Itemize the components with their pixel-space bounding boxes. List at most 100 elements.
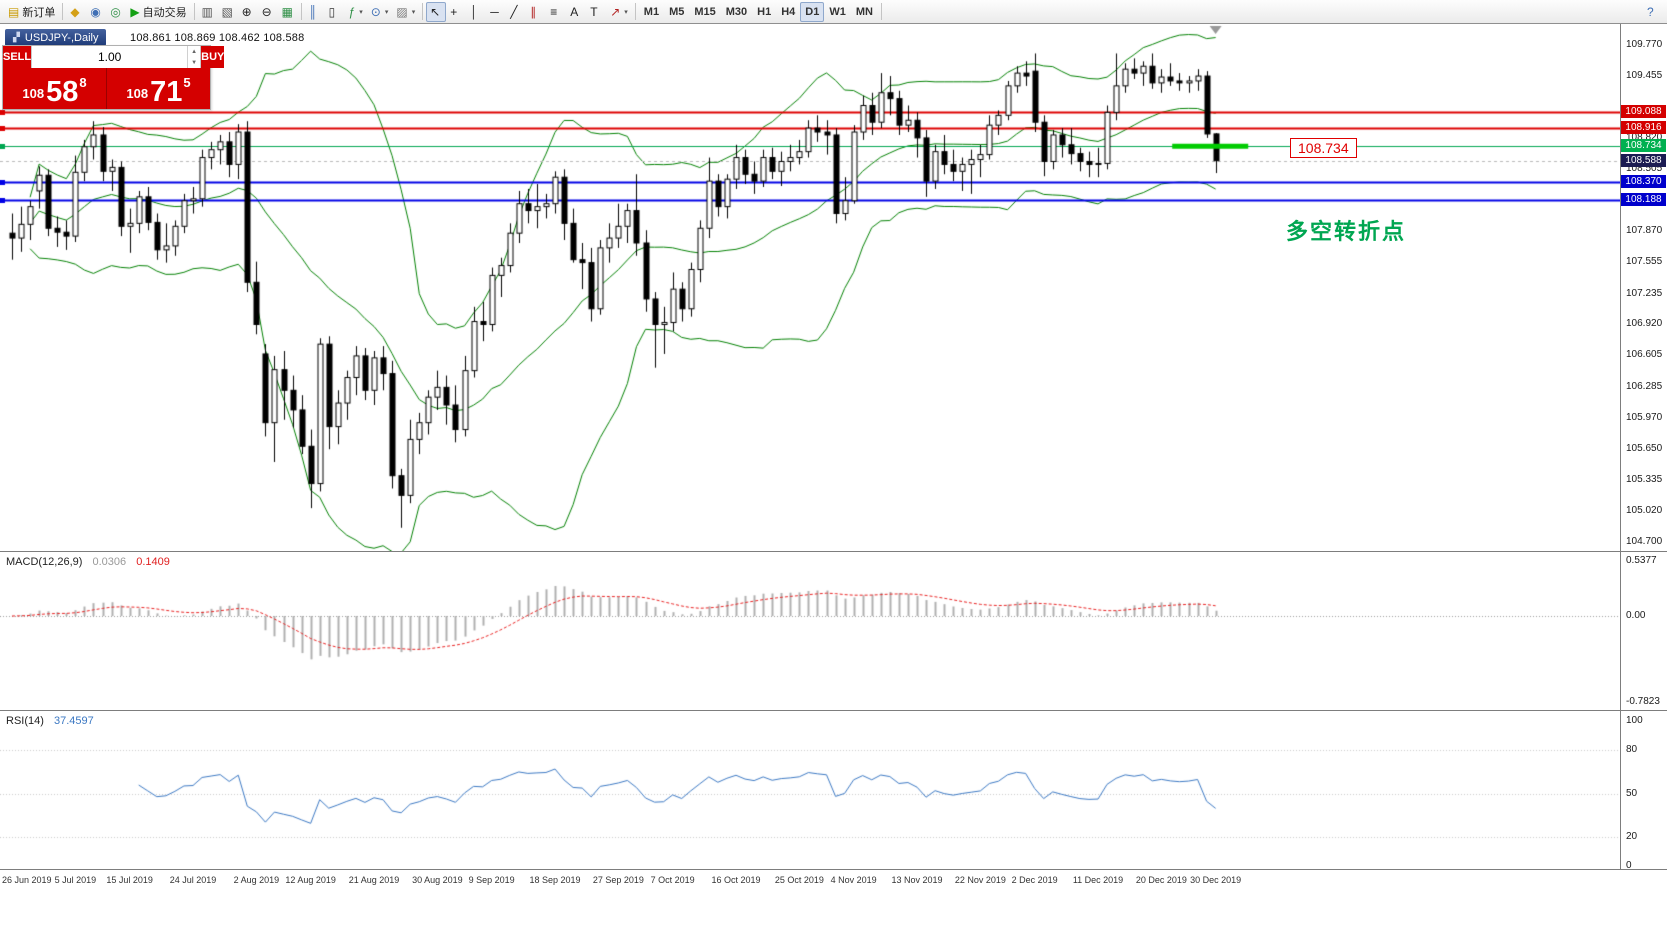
timeframe-m15-button[interactable]: M15	[689, 2, 720, 22]
chart-symbol-tab[interactable]: ▞ USDJPY-,Daily	[5, 29, 107, 46]
autotrading-button[interactable]: ▶ 自动交易	[126, 2, 190, 22]
cursor-button[interactable]: ↖	[426, 1, 447, 22]
zoom-out-icon: ⊖	[261, 4, 272, 19]
chart-type-candles-button[interactable]: ▯	[325, 2, 345, 22]
time-axis-label: 30 Dec 2019	[1190, 875, 1242, 885]
timeframe-m5-button[interactable]: M5	[664, 2, 689, 22]
text-button[interactable]: A	[566, 2, 586, 22]
time-axis-label: 13 Nov 2019	[891, 875, 943, 885]
macd-scale-label: 0.5377	[1626, 555, 1657, 566]
panel-separator[interactable]	[0, 869, 1667, 870]
timeframe-m30-button[interactable]: M30	[721, 2, 752, 22]
zoom-in-button[interactable]: ⊕	[238, 2, 258, 22]
trendline-icon: ╱	[510, 4, 518, 19]
time-axis-label: 16 Oct 2019	[711, 875, 761, 885]
fibonacci-button[interactable]: ≡	[546, 2, 566, 22]
arrow-objects-button[interactable]: ↗ ▾	[606, 2, 632, 22]
ohlc-values: 108.861 108.869 108.462 108.588	[130, 32, 305, 44]
one-click-trade-panel: SELL ▲ ▼ BUY 108 58 8 108	[2, 45, 225, 110]
zoom-out-button[interactable]: ⊖	[258, 2, 278, 22]
timeframe-mn-button[interactable]: MN	[851, 2, 878, 22]
new-order-button[interactable]: ▤ 新订单	[4, 2, 59, 22]
macd-value-signal: 0.1409	[136, 556, 170, 568]
rsi-scale-label: 80	[1626, 744, 1638, 755]
volume-up-button[interactable]: ▲	[191, 48, 198, 55]
time-axis-label: 26 Jun 2019	[2, 875, 52, 885]
navigator-icon: ◉	[90, 4, 101, 19]
toolbar-separator	[880, 3, 882, 20]
horizontal-line-button[interactable]: ─	[486, 2, 506, 22]
rsi-title: RSI(14)	[6, 715, 44, 727]
time-axis-label: 18 Sep 2019	[529, 875, 581, 885]
macd-canvas[interactable]	[0, 552, 1620, 710]
price-axis-label: 108.820	[1626, 131, 1663, 143]
text-label-icon: T	[590, 4, 598, 19]
chart-type-bars-button[interactable]: ║	[305, 2, 325, 22]
timeframe-m15-button-label: M15	[694, 5, 716, 18]
panel-separator[interactable]	[0, 710, 1667, 711]
chart-type-candles-icon: ▯	[328, 4, 336, 19]
panel-separator[interactable]	[0, 551, 1667, 552]
main-chart-canvas[interactable]	[0, 24, 1620, 551]
price-axis[interactable]: 109.770 109.455 108.820 108.505 107.870 107.5…	[1620, 24, 1667, 871]
candle-chart-zoom-icon: ▧	[221, 4, 233, 19]
sell-button[interactable]: SELL	[3, 46, 32, 68]
time-axis-label: 9 Sep 2019	[468, 875, 515, 885]
buy-price-button[interactable]: 108 71 5	[107, 68, 210, 109]
price-axis-label: 107.235	[1626, 287, 1663, 299]
candle-chart-zoom-button[interactable]: ▧	[218, 2, 238, 22]
vertical-line-button[interactable]: │	[466, 2, 486, 22]
macd-header: MACD(12,26,9) 0.0306 0.1409	[6, 556, 170, 568]
price-axis-label: 106.920	[1626, 318, 1663, 330]
timeframe-m1-button[interactable]: M1	[639, 2, 664, 22]
macd-value-main: 0.0306	[92, 556, 127, 568]
rsi-scale-label: 50	[1626, 787, 1638, 799]
buy-button[interactable]: BUY	[201, 46, 225, 68]
price-line-badge: 108.734	[1621, 139, 1666, 152]
dropdown-caret-icon: ▾	[359, 8, 363, 16]
periods-menu-button[interactable]: ⊙ ▾	[367, 2, 393, 22]
trendline-button[interactable]: ╱	[506, 2, 526, 22]
time-axis-label: 27 Sep 2019	[592, 875, 644, 885]
turning-point-label[interactable]: 多空转折点	[1286, 219, 1407, 244]
market-watch-button[interactable]: ◆	[66, 2, 86, 22]
indicators-button[interactable]: ƒ ▾	[345, 2, 367, 22]
price-axis-label: 105.970	[1626, 411, 1663, 423]
terminal-button[interactable]: ◎	[106, 2, 126, 22]
time-axis-label: 7 Oct 2019	[650, 875, 695, 885]
time-axis[interactable]: 26 Jun 2019 5 Jul 2019 15 Jul 2019 24 Jul 2…	[0, 869, 1667, 899]
buy-price-small: 108	[126, 86, 149, 101]
price-line-badge: 108.188	[1621, 193, 1666, 206]
timeframe-d1-button[interactable]: D1	[800, 1, 825, 22]
price-axis-label: 108.505	[1626, 162, 1663, 174]
toolbar-separator	[193, 3, 195, 20]
dropdown-caret-icon: ▾	[384, 8, 389, 16]
timeframe-h1-button[interactable]: H1	[752, 2, 776, 22]
navigator-button[interactable]: ◉	[86, 2, 106, 22]
help-button[interactable]: ?	[1643, 2, 1663, 22]
price-callout[interactable]: 108.734	[1290, 138, 1357, 158]
tile-windows-button[interactable]: ▦	[278, 2, 298, 22]
arrow-objects-icon: ↗	[610, 4, 621, 19]
channel-button[interactable]: ∥	[526, 2, 546, 22]
bar-chart-zoom-button[interactable]: ▥	[198, 2, 218, 22]
market-watch-icon: ◆	[70, 4, 80, 19]
sell-price-big: 58	[46, 75, 79, 108]
timeframe-h4-button[interactable]: H4	[776, 2, 800, 22]
volume-input[interactable]	[32, 46, 188, 68]
help-icon: ?	[1647, 4, 1654, 19]
text-label-button[interactable]: T	[586, 2, 606, 22]
templates-button[interactable]: ▨ ▾	[392, 2, 419, 22]
timeframe-w1-button-label: W1	[829, 5, 846, 18]
rsi-canvas[interactable]	[0, 711, 1620, 869]
price-axis-label: 109.770	[1626, 38, 1663, 50]
timeframe-m5-button-label: M5	[669, 5, 685, 18]
timeframe-w1-button[interactable]: W1	[824, 2, 851, 22]
crosshair-icon: +	[450, 4, 458, 19]
chart-window-icon: ▞	[13, 32, 20, 42]
volume-down-button[interactable]: ▼	[191, 59, 198, 66]
macd-scale-label: 0.00	[1626, 610, 1646, 621]
crosshair-button[interactable]: +	[446, 2, 466, 22]
sell-price-button[interactable]: 108 58 8	[3, 68, 107, 109]
